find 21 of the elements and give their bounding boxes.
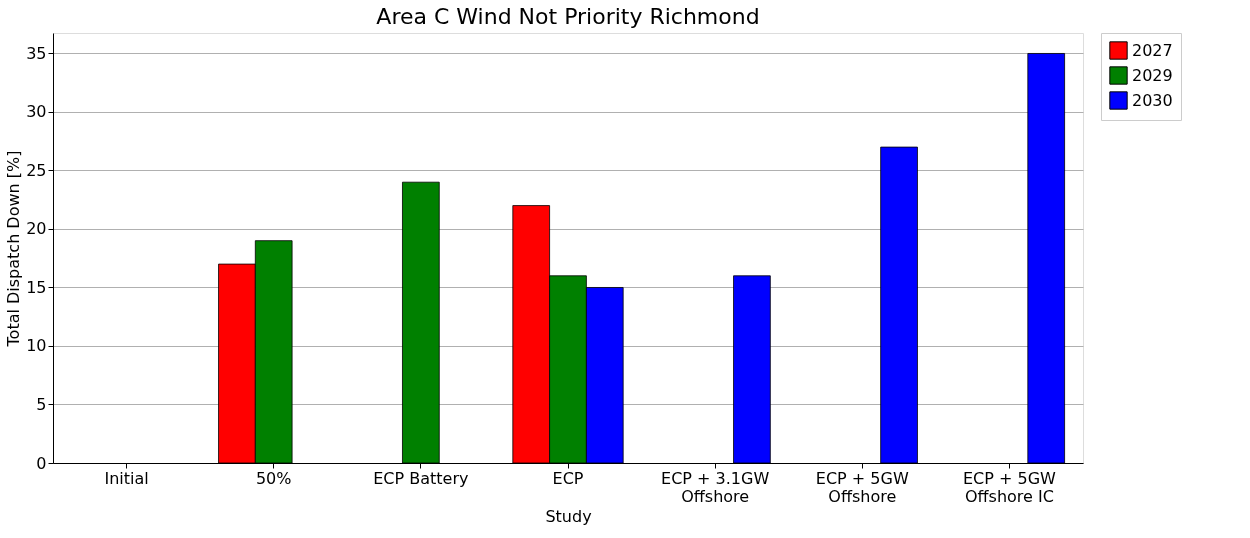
x-tick-label: ECP + 3.1GW Offshore — [661, 468, 770, 506]
legend-label: 2029 — [1132, 65, 1173, 85]
x-tick-label: ECP — [552, 468, 584, 488]
y-tick-label: 30 — [26, 102, 47, 122]
y-tick-label: 0 — [36, 453, 47, 473]
x-axis-title: Study — [545, 506, 592, 526]
y-tick-label: 10 — [26, 336, 47, 356]
x-tick-label: ECP + 5GW Offshore — [815, 468, 909, 506]
y-tick-label: 15 — [26, 277, 47, 297]
y-tick-label: 5 — [36, 395, 47, 414]
y-tick-label: 25 — [26, 160, 47, 180]
x-tick-label: ECP + 5GW Offshore IC — [962, 468, 1057, 506]
legend-label: 2027 — [1132, 40, 1173, 60]
x-tick-label: 50% — [255, 468, 292, 488]
x-tick-label: Initial — [104, 468, 149, 488]
x-tick-label: ECP Battery — [373, 468, 469, 488]
y-tick-label: 35 — [26, 43, 47, 63]
y-tick-label: 20 — [26, 219, 47, 239]
chart-title: Area C Wind Not Priority Richmond — [376, 3, 760, 29]
legend-label: 2030 — [1132, 90, 1173, 110]
y-axis-title: Total Dispatch Down [%] — [4, 150, 24, 348]
